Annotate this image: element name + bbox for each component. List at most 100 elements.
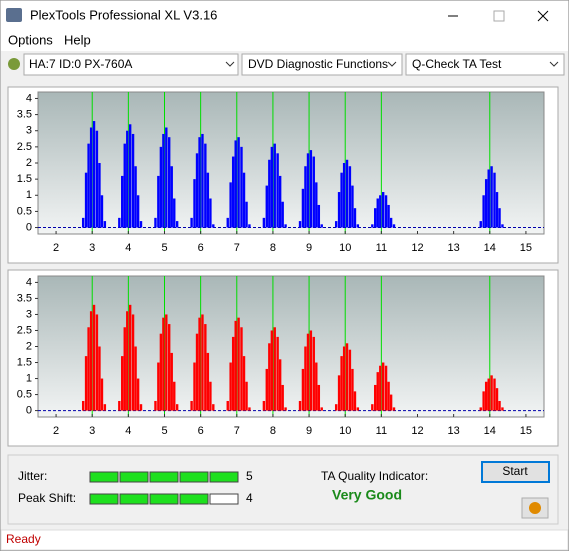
- x-tick-label: 9: [306, 242, 312, 254]
- bar: [315, 182, 318, 228]
- bar: [190, 217, 193, 228]
- bar: [487, 169, 490, 228]
- bar: [100, 195, 104, 228]
- bar: [139, 404, 143, 411]
- y-tick-label: 1.5: [17, 356, 32, 368]
- x-tick-label: 15: [520, 425, 532, 437]
- bar: [487, 378, 490, 411]
- bar: [195, 333, 199, 411]
- bar: [165, 314, 168, 411]
- bar: [281, 384, 284, 411]
- bar: [387, 381, 390, 411]
- y-tick-label: 2: [26, 157, 32, 169]
- bar: [356, 224, 360, 228]
- bar: [136, 195, 140, 228]
- bar: [501, 224, 504, 228]
- bar: [175, 221, 179, 228]
- bar: [198, 317, 201, 411]
- bar: [342, 163, 346, 228]
- dropdown-arrow: [225, 61, 235, 67]
- bar: [212, 404, 215, 411]
- bar: [167, 137, 171, 228]
- level-segment: [179, 493, 209, 505]
- x-tick-label: 15: [520, 242, 532, 254]
- bar: [159, 146, 163, 228]
- bar: [167, 324, 171, 411]
- bar: [229, 182, 232, 228]
- bar: [173, 198, 176, 228]
- bar: [154, 400, 157, 411]
- bar: [320, 224, 323, 228]
- plot-area: [37, 91, 545, 235]
- start-button[interactable]: [481, 461, 550, 483]
- x-tick-label: 6: [198, 242, 204, 254]
- bar: [384, 195, 388, 228]
- bar: [136, 378, 140, 411]
- bar: [392, 407, 396, 411]
- x-tick-label: 7: [234, 425, 240, 437]
- bar: [379, 195, 382, 228]
- x-tick-label: 14: [484, 425, 496, 437]
- bar: [265, 368, 268, 411]
- bar: [128, 124, 132, 228]
- x-tick-label: 10: [339, 242, 351, 254]
- menu-item[interactable]: Options: [8, 32, 53, 47]
- bar: [312, 336, 315, 411]
- status-text: Ready: [6, 532, 41, 546]
- close-button[interactable]: [537, 10, 549, 22]
- bar: [95, 130, 99, 228]
- dropdown-arrow: [549, 61, 559, 67]
- y-tick-label: 3: [26, 308, 32, 320]
- bar: [389, 217, 393, 228]
- ta-value: Very Good: [332, 487, 402, 503]
- bar: [118, 400, 121, 411]
- bar: [89, 127, 93, 228]
- bar: [92, 121, 96, 228]
- bar: [301, 188, 305, 228]
- maximize-button[interactable]: [493, 10, 505, 22]
- bar: [209, 381, 212, 411]
- bar: [304, 346, 307, 411]
- dropdown-arrow: [387, 61, 397, 67]
- bar: [348, 349, 352, 411]
- bar: [237, 317, 240, 411]
- bar: [495, 388, 499, 411]
- bar: [276, 336, 279, 411]
- bar: [123, 327, 126, 411]
- test-select[interactable]: [405, 53, 565, 76]
- level-segment: [119, 471, 149, 483]
- bar: [381, 192, 385, 228]
- bar: [170, 352, 173, 411]
- y-tick-label: 1.5: [17, 173, 32, 185]
- bar: [231, 156, 235, 228]
- bar: [268, 159, 271, 228]
- level-segment: [149, 471, 179, 483]
- bar: [92, 304, 96, 411]
- bar: [212, 224, 215, 228]
- bar: [374, 208, 377, 228]
- plot-area: [37, 275, 545, 418]
- bar: [273, 143, 276, 228]
- bar: [118, 217, 121, 228]
- x-tick-label: 8: [270, 425, 276, 437]
- drive-select[interactable]: [23, 53, 239, 76]
- bar: [334, 221, 338, 228]
- x-tick-label: 2: [53, 425, 59, 437]
- bar: [284, 224, 287, 228]
- title-bar: [1, 1, 568, 31]
- bar: [157, 175, 160, 228]
- bar: [278, 359, 282, 411]
- menu-item[interactable]: Help: [64, 32, 91, 47]
- bar: [209, 198, 212, 228]
- bar: [351, 368, 354, 411]
- bar: [262, 400, 266, 411]
- function-select[interactable]: [241, 53, 403, 76]
- bar: [306, 333, 310, 411]
- bar: [306, 153, 310, 228]
- x-tick-label: 2: [53, 242, 59, 254]
- bar: [268, 343, 271, 411]
- bar: [162, 317, 165, 411]
- bar: [340, 356, 343, 411]
- level-segment: [119, 493, 149, 505]
- bar: [123, 143, 126, 228]
